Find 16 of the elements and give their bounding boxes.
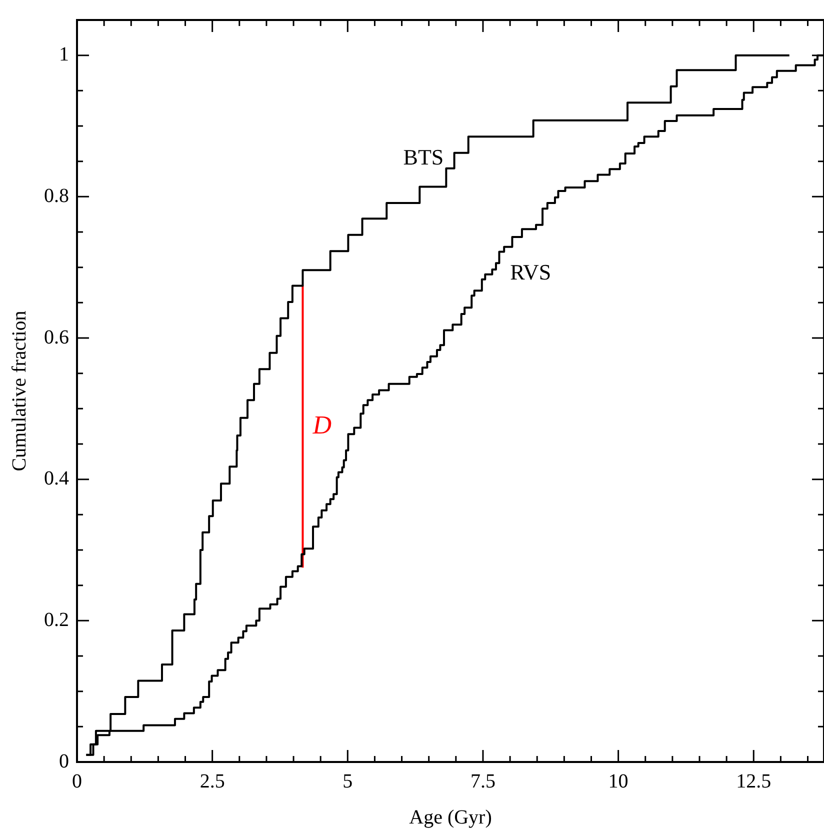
x-tick-label: 7.5: [470, 770, 496, 792]
x-tick-label: 12.5: [736, 770, 772, 792]
y-tick-label: 0.6: [44, 326, 69, 348]
y-tick-label: 1: [59, 44, 69, 66]
y-axis-title: Cumulative fraction: [8, 310, 30, 472]
x-tick-label: 5: [342, 770, 353, 792]
series-label: RVS: [510, 260, 552, 285]
x-axis-title: Age (Gyr): [409, 806, 492, 828]
series-label: BTS: [403, 144, 444, 170]
y-tick-label: 0.4: [44, 468, 69, 490]
y-tick-label: 0.8: [44, 184, 69, 207]
y-tick-label: 0.2: [44, 608, 69, 631]
x-tick-label: 2.5: [200, 770, 225, 792]
y-tick-label: 0: [59, 750, 69, 772]
series-label: D: [312, 410, 332, 440]
x-tick-label: 10: [608, 770, 628, 792]
